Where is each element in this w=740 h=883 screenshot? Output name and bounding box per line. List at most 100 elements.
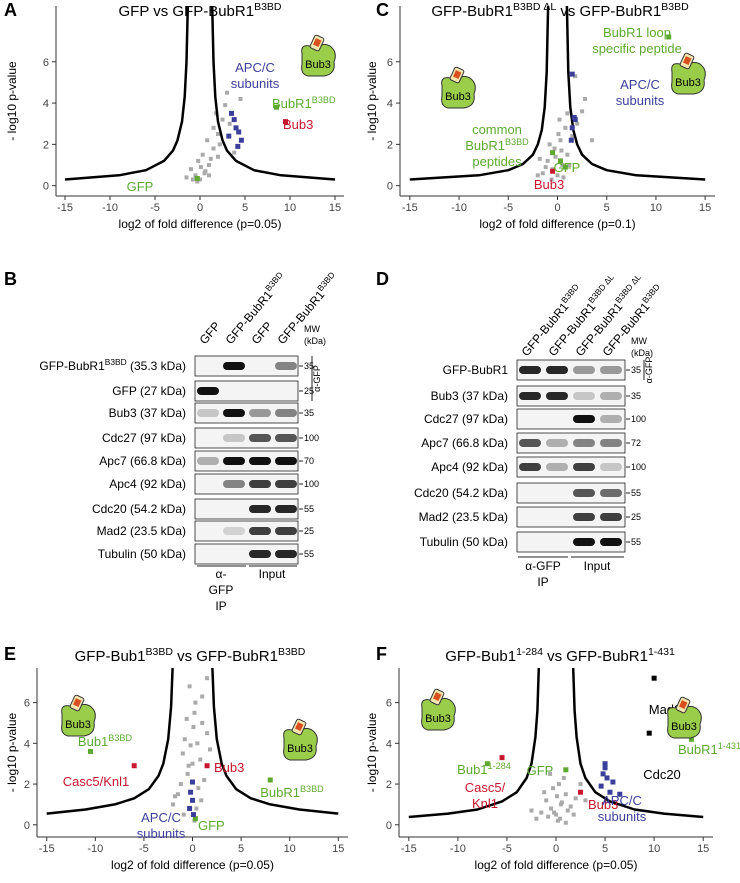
annotation: subunits [137, 826, 186, 841]
protein-point [186, 763, 191, 768]
x-tick-label: -10 [450, 843, 466, 855]
band [519, 366, 541, 374]
annotation-part: subunits [616, 93, 665, 108]
band [223, 457, 245, 465]
row-label: Mad2 (23.5 kDa) [419, 510, 508, 524]
lane-label-part: B3BD ΔL [613, 272, 643, 305]
x-tick-label: 5 [604, 202, 610, 214]
bub3-icon: Bub3 [671, 52, 706, 95]
mw-label: 55 [631, 488, 641, 498]
x-axis-label: log2 of fold difference (p=0.05) [111, 858, 274, 872]
row-label: Bub3 (37 kDa) [109, 406, 186, 420]
highlight-point [666, 34, 672, 40]
row-label-part: Apc7 (66.8 kDa) [421, 436, 508, 450]
mw-label: 70 [304, 456, 314, 466]
band [223, 362, 245, 370]
protein-point [190, 761, 195, 766]
protein-point [546, 814, 551, 819]
protein-point [540, 171, 545, 176]
y-tick-label: 6 [386, 698, 392, 710]
annotation-part: Bub3 [534, 177, 564, 192]
highlight-point [568, 137, 574, 143]
annotation-part: subunits [598, 809, 647, 824]
y-tick-label: 6 [43, 57, 49, 69]
x-tick-label: 10 [284, 843, 296, 855]
highlight-point [267, 777, 273, 783]
band [197, 387, 219, 395]
band [573, 439, 595, 447]
protein-point [529, 808, 534, 813]
protein-point [580, 109, 585, 114]
band [573, 463, 595, 471]
icon-shape [671, 61, 706, 95]
annotation-part: Bub1 [457, 762, 487, 777]
protein-point [192, 710, 197, 715]
annotation: Knl1 [472, 796, 498, 811]
highlight-point [226, 133, 232, 139]
protein-point [180, 751, 185, 756]
protein-point [551, 786, 556, 791]
icon-peptide-core [683, 56, 692, 65]
bub3-icon: Bub3 [421, 688, 456, 731]
annotation: APC/C [235, 60, 275, 75]
band [600, 489, 622, 497]
protein-point [570, 134, 575, 139]
x-tick-label: -15 [39, 843, 55, 855]
protein-point [203, 169, 208, 174]
plot-title-part: vs GFP-BubR1 [173, 648, 278, 665]
protein-point [563, 792, 568, 797]
threshold-curve [64, 5, 190, 181]
row-label-part: Cdc27 (97 kDa) [102, 431, 186, 445]
protein-point [561, 175, 566, 180]
y-tick-label: 2 [387, 139, 393, 151]
protein-point [216, 132, 220, 137]
plot-title: GFP vs GFP-BubR1B3BD [118, 1, 281, 20]
icon-shape [283, 727, 318, 761]
row-label: Bub3 (37 kDa) [431, 389, 508, 403]
group-label: GFP [209, 583, 234, 597]
band [249, 505, 271, 513]
highlight-point [87, 748, 93, 754]
annotation-part: APC/C [235, 60, 275, 75]
highlight-point [688, 736, 694, 742]
lane-label-part: B3BD ΔL [586, 272, 616, 305]
highlight-point [194, 175, 200, 181]
protein-point [175, 792, 180, 797]
annotation-part: APC/C [620, 77, 660, 92]
group-label: Input [584, 559, 611, 573]
mw-label: 100 [304, 479, 319, 489]
annotation: Casc5/ [465, 780, 506, 795]
row-label: Apc7 (66.8 kDa) [99, 454, 186, 468]
band [573, 513, 595, 521]
x-tick-label: 0 [553, 843, 559, 855]
protein-point [568, 804, 573, 809]
x-tick-label: 10 [648, 843, 660, 855]
y-axis-label: - log10 p-value [5, 712, 19, 792]
protein-point [182, 737, 187, 742]
protein-point [194, 806, 199, 811]
highlight-point [235, 143, 241, 149]
annotation-part: GFP [198, 818, 225, 833]
protein-point [207, 747, 212, 752]
band [275, 457, 297, 465]
highlight-point [550, 168, 556, 174]
plot-title-part: 1-431 [648, 646, 675, 658]
band [600, 415, 622, 423]
band [223, 527, 245, 535]
row-label-part: Apc4 (92 kDa) [109, 477, 186, 491]
row-label: Tubulin (50 kDa) [420, 535, 508, 549]
y-tick-label: 0 [24, 820, 30, 832]
threshold-curve [46, 667, 174, 815]
icon-peptide-core [679, 700, 688, 709]
protein-point [223, 103, 228, 108]
row-label: Tubulin (50 kDa) [98, 547, 186, 561]
mw-header: MW [304, 324, 320, 334]
highlight-point [569, 71, 575, 77]
highlight-point [562, 164, 568, 170]
protein-point [171, 802, 176, 807]
panel-letter: E [4, 644, 16, 664]
annotation: subunits [598, 809, 647, 824]
row-label-part: Apc7 (66.8 kDa) [99, 454, 186, 468]
